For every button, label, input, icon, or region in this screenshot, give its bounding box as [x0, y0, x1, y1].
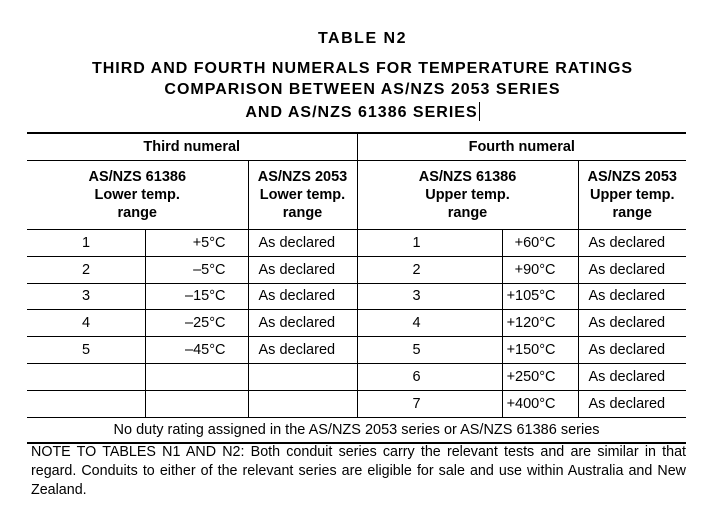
cell-lower-2053: As declared — [247, 282, 358, 311]
col-header-text: range — [282, 205, 323, 221]
col-header-text: range — [612, 205, 653, 221]
table-row: 1 +5°C As declared 1 +60°C As declared — [27, 229, 687, 257]
cell-upper-temp: +90°C — [501, 255, 579, 284]
cell-lower-2053: As declared — [247, 255, 358, 284]
column-header-row: AS/NZS 61386 Lower temp. range AS/NZS 20… — [27, 160, 687, 230]
col-header-text: AS/NZS 2053 — [587, 169, 677, 185]
cell-lower-temp — [144, 362, 249, 391]
col-header-text: AS/NZS 61386 — [88, 169, 187, 185]
table-title-line-3-text: AND AS/NZS 61386 SERIES — [245, 104, 478, 121]
table-row: 5 –45°C As declared 5 +150°C As declared — [27, 336, 687, 364]
cell-lower-temp: –45°C — [144, 336, 249, 364]
cell-lower-2053: As declared — [247, 336, 358, 364]
cell-fourth-numeral: 1 — [356, 229, 503, 257]
cell-upper-temp: +150°C — [501, 336, 579, 364]
col-header-text: AS/NZS 61386 — [418, 169, 517, 185]
table-footer-row: No duty rating assigned in the AS/NZS 20… — [27, 416, 687, 444]
cell-upper-2053: As declared — [577, 389, 687, 418]
cell-upper-2053: As declared — [577, 309, 687, 338]
table-row: 2 –5°C As declared 2 +90°C As declared — [27, 255, 687, 284]
cell-upper-temp: +105°C — [501, 282, 579, 311]
col-header-61386-lower: AS/NZS 61386 Lower temp. range — [27, 160, 249, 230]
table-title-line-3: AND AS/NZS 61386 SERIES — [0, 102, 725, 122]
cell-fourth-numeral: 2 — [356, 255, 503, 284]
group-header-third-numeral: Third numeral — [27, 132, 358, 161]
table-row: 4 –25°C As declared 4 +120°C As declared — [27, 309, 687, 338]
cell-fourth-numeral: 3 — [356, 282, 503, 311]
cell-lower-2053: As declared — [247, 309, 358, 338]
col-header-2053-lower: AS/NZS 2053 Lower temp. range — [247, 160, 358, 230]
table-footer-note: No duty rating assigned in the AS/NZS 20… — [27, 416, 687, 444]
cell-third-numeral: 4 — [27, 309, 146, 338]
cell-fourth-numeral: 5 — [356, 336, 503, 364]
table-title-line-1: THIRD AND FOURTH NUMERALS FOR TEMPERATUR… — [91, 60, 634, 77]
col-header-text: range — [447, 205, 488, 221]
cell-upper-2053: As declared — [577, 362, 687, 391]
cell-fourth-numeral: 4 — [356, 309, 503, 338]
text-cursor — [478, 102, 480, 121]
table-label: TABLE N2 — [317, 30, 408, 47]
note-paragraph: NOTE TO TABLES N1 AND N2: Both conduit s… — [31, 444, 686, 498]
cell-upper-temp: +250°C — [501, 362, 579, 391]
cell-upper-2053: As declared — [577, 229, 687, 257]
cell-third-numeral — [27, 362, 146, 391]
col-header-text: Upper temp. — [589, 187, 675, 203]
group-header-fourth-numeral: Fourth numeral — [356, 132, 687, 161]
table-title-line-2: COMPARISON BETWEEN AS/NZS 2053 SERIES — [164, 81, 561, 98]
col-header-text: Upper temp. — [425, 187, 510, 203]
cell-upper-2053: As declared — [577, 282, 687, 311]
table-row: 7 +400°C As declared — [27, 389, 687, 418]
table-row: 3 –15°C As declared 3 +105°C As declared — [27, 282, 687, 311]
col-header-2053-upper: AS/NZS 2053 Upper temp. range — [577, 160, 687, 230]
col-header-text: AS/NZS 2053 — [257, 169, 348, 185]
cell-lower-temp: –25°C — [144, 309, 249, 338]
cell-lower-temp: +5°C — [144, 229, 249, 257]
table-row: 6 +250°C As declared — [27, 362, 687, 391]
cell-lower-2053: As declared — [247, 229, 358, 257]
cell-lower-2053 — [247, 362, 358, 391]
col-header-text: Lower temp. — [259, 187, 346, 203]
cell-lower-temp: –15°C — [144, 282, 249, 311]
cell-third-numeral — [27, 389, 146, 418]
cell-lower-2053 — [247, 389, 358, 418]
cell-upper-temp: +60°C — [501, 229, 579, 257]
col-header-61386-upper: AS/NZS 61386 Upper temp. range — [356, 160, 579, 230]
col-header-text: Lower temp. — [94, 187, 180, 203]
cell-upper-temp: +400°C — [501, 389, 579, 418]
cell-upper-2053: As declared — [577, 255, 687, 284]
cell-third-numeral: 5 — [27, 336, 146, 364]
cell-upper-temp: +120°C — [501, 309, 579, 338]
cell-third-numeral: 3 — [27, 282, 146, 311]
cell-upper-2053: As declared — [577, 336, 687, 364]
cell-fourth-numeral: 6 — [356, 362, 503, 391]
temperature-ratings-table: Third numeral Fourth numeral AS/NZS 6138… — [27, 132, 687, 444]
cell-third-numeral: 2 — [27, 255, 146, 284]
cell-fourth-numeral: 7 — [356, 389, 503, 418]
col-header-text: range — [117, 205, 158, 221]
group-header-row: Third numeral Fourth numeral — [27, 132, 687, 161]
cell-third-numeral: 1 — [27, 229, 146, 257]
cell-lower-temp: –5°C — [144, 255, 249, 284]
cell-lower-temp — [144, 389, 249, 418]
